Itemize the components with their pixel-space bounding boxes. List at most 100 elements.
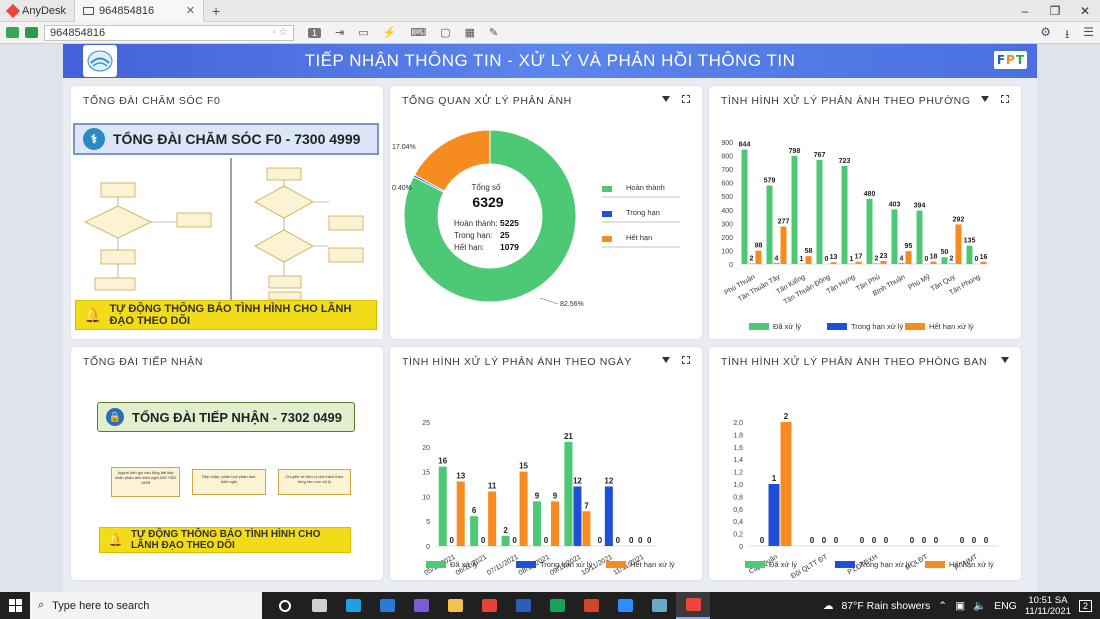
powerpoint-icon — [583, 599, 599, 612]
network-icon[interactable]: ▣ — [955, 599, 965, 612]
taskbar-app-zoom[interactable] — [608, 592, 642, 619]
keyboard-icon[interactable]: ⌨ — [410, 27, 427, 39]
taskbar-app-chrome[interactable] — [472, 592, 506, 619]
panel-tools — [1001, 355, 1009, 363]
legend-label: Hết hạn xử lý — [929, 322, 974, 331]
clock[interactable]: 10:51 SA 11/11/2021 — [1025, 595, 1071, 617]
new-tab-button[interactable]: + — [212, 2, 221, 19]
legend-swatch — [602, 186, 612, 192]
excel-like-icon — [549, 599, 565, 612]
daily-bar-chart: 05101520251601305/11/2021601106/11/20212… — [422, 420, 675, 577]
flow-step-2: Tiếp nhận, phân loại phản ánh, kiến nghị — [192, 469, 266, 495]
expand-icon[interactable] — [682, 356, 690, 364]
taskbar-app-app[interactable] — [642, 592, 676, 619]
draw-icon[interactable]: ✎ — [489, 27, 499, 39]
expand-icon[interactable] — [682, 95, 690, 103]
donut-row-label: Trong hạn: — [454, 231, 492, 240]
menu-icon[interactable]: ☰ — [1083, 25, 1094, 39]
taskbar-app-word[interactable] — [506, 592, 540, 619]
chat-icon[interactable]: ▭ — [358, 27, 369, 39]
donut-total-label: Tổng số — [472, 183, 501, 192]
fpt-letter-p: P — [1006, 53, 1015, 67]
weather-text[interactable]: 87°F Rain showers — [841, 599, 931, 612]
overview-donut-chart: Tổng số 6329 Hoàn thành: 5225 Trong hạn: 25 Hế… — [392, 129, 680, 308]
legend-label: Đã xử lý — [769, 560, 797, 569]
legend-label: Hết hạn — [626, 233, 652, 242]
connection-icon — [6, 27, 19, 38]
bar-value-label: 2 — [784, 412, 789, 421]
bar-value-label: 0 — [638, 536, 643, 545]
monitor-select-button[interactable]: 1 — [308, 27, 322, 38]
panel-overview: TỔNG QUAN XỬ LÝ PHẢN ÁNH Tổng số 6329 Hoàn… — [390, 86, 702, 339]
download-icon[interactable]: ⭳ — [1065, 27, 1070, 41]
address-field[interactable]: 964854816 ◦ ☆ — [44, 24, 294, 41]
volume-icon[interactable]: 🔈 — [973, 600, 987, 612]
actions-icon[interactable]: ⚡ — [382, 27, 397, 39]
bar-Đã-xử-lý — [916, 210, 923, 264]
bar-value-label: 0 — [825, 256, 829, 263]
settings-icon[interactable]: ⚙ — [1040, 25, 1052, 39]
flow-step-1: Người dân gọi vào tổng đài tiếp nhận phả… — [111, 467, 181, 497]
taskbar-app-task-view[interactable] — [302, 592, 336, 619]
language-indicator[interactable]: ENG — [994, 599, 1017, 612]
file-transfer-icon[interactable]: ▦ — [464, 27, 476, 39]
bar-value-label: 579 — [764, 178, 776, 185]
taskbar-app-excel-like[interactable] — [540, 592, 574, 619]
expand-icon[interactable] — [1001, 95, 1009, 103]
taskbar-app-powerpoint[interactable] — [574, 592, 608, 619]
minimize-button[interactable]: – — [1021, 4, 1029, 18]
taskbar-app-anydesk[interactable] — [676, 592, 710, 619]
taskbar-search[interactable]: ⌕ Type here to search — [30, 592, 262, 619]
filter-icon[interactable] — [662, 357, 670, 363]
bar-value-label: 0 — [544, 536, 549, 545]
taskbar-app-viber[interactable] — [404, 592, 438, 619]
y-tick-label: 600 — [721, 181, 733, 188]
display-icon[interactable]: ▢ — [440, 27, 451, 39]
clock-time: 10:51 SA — [1028, 594, 1068, 606]
bar-value-label: 15 — [519, 462, 528, 471]
anydesk-logo: AnyDesk — [0, 3, 74, 18]
bar-value-label: 0 — [822, 536, 827, 545]
bar-value-label: 0 — [872, 536, 877, 545]
donut-percent-label: 0.40% — [392, 185, 412, 192]
bell-icon: 🔔 — [108, 533, 123, 547]
legend-swatch — [602, 236, 612, 242]
bar-value-label: 0 — [629, 536, 634, 545]
y-tick-label: 25 — [422, 420, 430, 427]
f0-hotline-text: TỔNG ĐÀI CHĂM SÓC F0 - 7300 4999 — [113, 131, 361, 147]
maximize-button[interactable]: ❐ — [1049, 4, 1061, 18]
y-tick-label: 0,2 — [733, 532, 743, 539]
taskbar-app-explorer[interactable] — [438, 592, 472, 619]
x-tick-label: Phú Mỹ — [907, 273, 931, 291]
start-button[interactable] — [0, 592, 30, 619]
donut-slice-2 — [413, 129, 491, 192]
donut-leader-line — [539, 297, 559, 305]
taskbar-app-edge[interactable] — [336, 592, 370, 619]
tab-label: 964854816 — [99, 4, 155, 17]
panel-f0-hotline: TỔNG ĐÀI CHĂM SÓC F0 ⚕ TỔNG ĐÀI CHĂM SÓC … — [71, 86, 383, 339]
close-window-button[interactable]: ✕ — [1079, 4, 1091, 18]
viber-icon — [413, 599, 429, 612]
bar-value-label: 0 — [925, 256, 929, 263]
reception-alert-text: TỰ ĐỘNG THÔNG BÁO TÌNH HÌNH CHO LÃNH ĐẠO… — [130, 529, 321, 551]
taskbar-app-mail[interactable] — [370, 592, 404, 619]
tray-chevron-icon[interactable]: ⌃ — [938, 599, 948, 612]
anydesk-toolbar: 964854816 ◦ ☆ 1 ⇥ ▭ ⚡ ⌨ ▢ ▦ ✎ ⚙ ⭳ ☰ — [0, 22, 1100, 44]
favorite-icon[interactable]: ◦ ☆ — [272, 27, 288, 38]
notification-icon[interactable]: 2 — [1078, 599, 1092, 612]
panel-dept-chart: TÌNH HÌNH XỬ LÝ PHẢN ÁNH THEO PHÒNG BAN … — [709, 347, 1021, 580]
filter-icon[interactable] — [1001, 357, 1009, 363]
filter-icon[interactable] — [662, 96, 670, 102]
close-tab-icon[interactable]: ✕ — [185, 5, 196, 17]
f0-alert-banner: 🔔 TỰ ĐỘNG THÔNG BÁO TÌNH HÌNH CHO LÃNH ĐẠ… — [75, 300, 377, 330]
system-tray: ☁ 87°F Rain showers ⌃ ▣ 🔈 ENG 10:51 SA 11… — [823, 592, 1100, 619]
task-view-button[interactable] — [268, 592, 302, 619]
switch-sides-icon[interactable]: ⇥ — [335, 27, 345, 39]
f0-hotline-banner: ⚕ TỔNG ĐÀI CHĂM SÓC F0 - 7300 4999 — [73, 123, 379, 155]
bar-value-label: 844 — [739, 142, 751, 149]
bar-value-label: 0 — [960, 536, 965, 545]
bar-Trong-hạn-xử-lý — [768, 484, 780, 546]
session-tab[interactable]: 964854816 ✕ — [74, 0, 205, 22]
bar-value-label: 4 — [775, 255, 779, 262]
filter-icon[interactable] — [981, 96, 989, 102]
